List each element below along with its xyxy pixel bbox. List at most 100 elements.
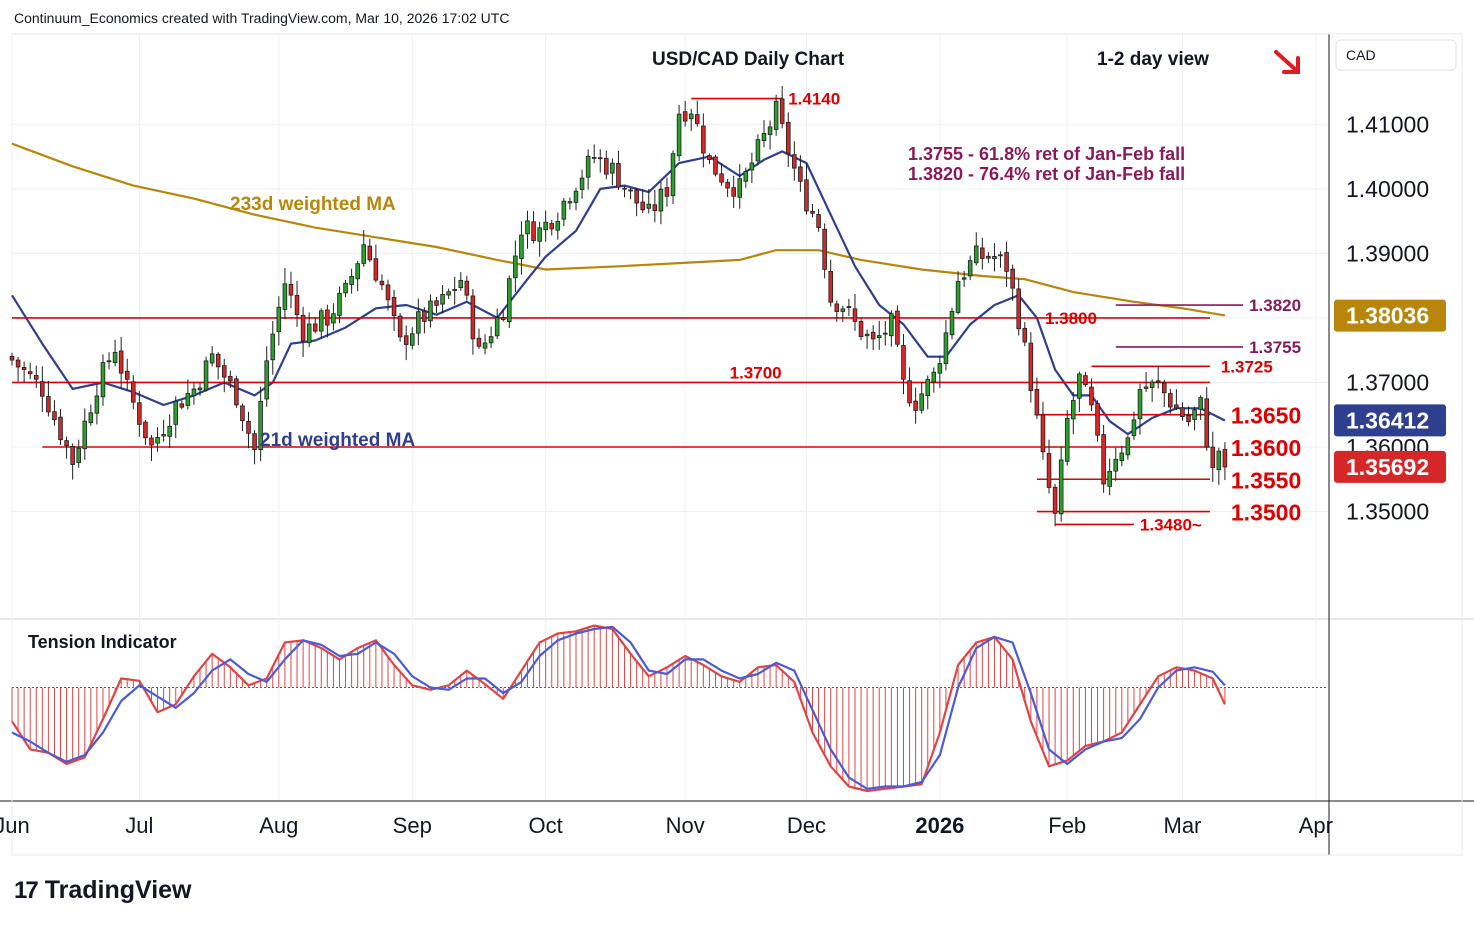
candle-body [276,306,282,332]
candle-body [816,214,821,228]
candle-body [361,244,367,264]
candle-body [846,306,852,308]
candle-body [646,203,652,209]
candle-body [270,333,276,361]
candle-body [325,309,330,326]
candle-body [167,425,172,437]
candle-body [137,402,142,425]
candle-body [452,289,457,291]
candle-body [319,310,324,332]
candle-body [949,310,955,336]
candle-body [1077,373,1082,399]
candle-body [561,200,567,220]
candle-body [519,234,524,259]
candle-body [907,380,912,404]
candle-body [737,178,743,198]
candle-body [312,323,318,332]
candle-body [834,303,840,312]
candle-body [961,277,967,280]
candle-body [597,157,603,160]
level-label: 1.3600 [1231,435,1301,461]
candle-body [209,353,215,364]
candle-body [658,188,664,212]
candle-body [149,437,154,446]
candle-body [197,387,203,391]
candle-body [1095,403,1100,436]
candle-body [1216,450,1222,471]
tension-red-line [11,624,1226,793]
candle-body [355,263,360,280]
candle-body [804,179,809,212]
candle-body [1010,268,1015,289]
candle-body [591,157,597,159]
candle-body [743,170,749,182]
candle-body [373,258,379,281]
candle-body [537,227,542,242]
currency-label: CAD [1346,47,1376,63]
candle-body [27,371,33,375]
currency-box [1335,39,1457,71]
candle-body [937,363,943,374]
candle-body [610,162,615,174]
candle-body [258,400,263,450]
candle-body [767,126,773,136]
candle-body [688,113,694,120]
candle-body [397,315,403,338]
time-tick: Dec [787,813,826,838]
candle-body [64,440,69,447]
candle-body [15,359,21,368]
candle-body [931,371,937,383]
candle-body [488,336,494,344]
candle-body [1174,404,1179,409]
candle-body [337,292,342,316]
candle-body [1107,470,1112,487]
candle-body [416,311,421,334]
candle-body [1137,389,1143,420]
time-tick: Jun [0,813,30,838]
time-tick: Nov [666,813,705,838]
price-tick: 1.35000 [1346,499,1429,525]
candle-body [94,395,100,414]
annotation-label: 1.3480~ [1140,515,1202,534]
candle-body [331,313,336,324]
candle-body [349,275,354,285]
candle-body [731,187,736,197]
candle-body [895,310,900,345]
price-tag-label: 1.38036 [1346,303,1429,329]
candle-body [294,295,300,316]
chart-texts: USD/CAD Daily Chart 1-2 day view 1.3755 - … [230,49,1300,451]
candle-body [1204,398,1209,448]
tradingview-brand[interactable]: 17 TradingView [14,876,192,905]
candle-body [409,333,415,346]
candle-body [446,291,451,296]
candle-body [901,345,906,380]
candle-body [1186,415,1191,423]
time-tick: Sep [393,813,432,838]
candle-body [779,98,785,124]
candle-body [640,201,645,211]
candle-body [725,181,730,189]
candle-body [682,111,688,122]
candle-body [161,434,166,437]
candle-body [203,360,209,391]
candle-body [992,256,997,260]
candle-body [913,400,918,411]
candle-body [840,308,846,312]
candle-body [967,260,973,277]
candle-body [567,201,573,204]
candle-body [76,447,81,463]
candle-body [306,323,312,344]
time-tick: Oct [529,813,563,838]
candle-body [155,437,160,444]
ma233-path [11,142,1226,317]
candle-body [476,337,482,347]
candle-body [652,204,658,211]
horizontal-levels: 1.3800 1.3700 1.3600 1.3650 1.3550 1.3500 1.37… [12,90,1301,534]
price-tick: 1.39000 [1346,240,1429,266]
candle-body [1149,381,1155,388]
candle-body [1168,393,1173,408]
candle-body [670,153,676,197]
candle-body [573,190,579,203]
